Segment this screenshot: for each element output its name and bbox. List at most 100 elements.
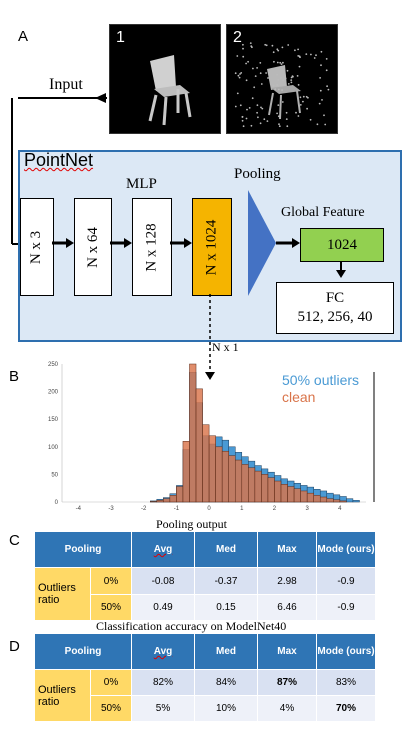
noise-point — [278, 123, 280, 126]
noise-point — [296, 75, 299, 77]
bar-clean — [254, 470, 262, 503]
noise-point — [307, 96, 309, 99]
noise-point — [280, 63, 283, 65]
noise-point — [315, 54, 317, 57]
noise-point — [319, 77, 321, 79]
value-cell: -0.37 — [194, 567, 258, 595]
histogram-chart: 0 50 100 150 200 250 -4 -3 -2 -1 0 1 2 3 4 — [48, 362, 375, 512]
noise-point — [261, 107, 264, 110]
noise-point — [280, 76, 282, 79]
noise-point — [316, 123, 319, 126]
noise-point — [319, 89, 322, 92]
bar-clean — [339, 500, 347, 503]
noise-point — [306, 107, 308, 110]
noise-point — [247, 60, 249, 63]
x-tick-label: -1 — [174, 506, 180, 512]
value-cell-best: 87% — [257, 669, 317, 696]
ratio-cell: 50% — [90, 594, 132, 621]
bar-clean — [202, 424, 210, 503]
global-feature-label: Global Feature — [281, 205, 365, 220]
noise-point — [279, 61, 282, 64]
bar-clean — [208, 435, 216, 503]
noise-point — [277, 49, 280, 52]
layer-box-nx64: N x 64 — [74, 198, 112, 296]
row-group-label: Outliers ratio — [34, 669, 91, 722]
value-cell: 0.49 — [131, 594, 195, 621]
noise-point — [286, 69, 289, 72]
noise-point — [265, 44, 268, 47]
noise-point — [253, 86, 256, 89]
header-mode: Mode (ours) — [316, 531, 376, 568]
bar-clean — [156, 500, 164, 503]
header-pooling: Pooling — [34, 633, 132, 670]
x-tick-label: 4 — [338, 506, 342, 512]
value-cell: 10% — [194, 695, 258, 722]
bar-clean — [267, 477, 275, 503]
noise-point — [282, 79, 285, 82]
noise-point — [251, 97, 254, 100]
noise-point — [260, 106, 262, 109]
noise-point — [267, 77, 269, 79]
noise-point — [277, 79, 280, 81]
noise-point — [254, 75, 257, 77]
noise-point — [276, 112, 278, 115]
value-cell: 82% — [131, 669, 195, 696]
noise-point — [266, 120, 269, 122]
bar-clean — [215, 446, 223, 503]
noise-point — [310, 53, 312, 56]
value-cell: -0.9 — [316, 594, 376, 621]
noise-point — [299, 96, 302, 99]
x-tick-label: 3 — [305, 506, 309, 512]
bar-clean — [221, 450, 229, 503]
noise-point — [281, 101, 284, 103]
bar-clean — [150, 501, 158, 503]
noise-point — [278, 125, 281, 128]
noise-point — [260, 83, 263, 85]
bar-outliers — [346, 498, 354, 503]
pooling-label: Pooling — [234, 166, 281, 182]
chair-image-clean: 1 — [109, 24, 221, 134]
mlp-label: MLP — [126, 176, 157, 192]
pointnet-title: PointNet — [24, 150, 94, 170]
noise-point — [242, 55, 245, 58]
table-d-caption: Classification accuracy on ModelNet40 — [96, 619, 287, 633]
noise-point — [248, 107, 251, 109]
noise-point — [267, 71, 270, 74]
value-cell: -0.9 — [316, 567, 376, 595]
bar-clean — [163, 498, 171, 503]
panel-label-d: D — [9, 638, 20, 655]
noise-point — [277, 104, 280, 106]
value-cell-best: 70% — [316, 695, 376, 722]
noise-point — [281, 89, 283, 91]
noise-point — [239, 73, 241, 75]
panel-label-b: B — [9, 368, 20, 385]
value-cell: 4% — [257, 695, 317, 722]
legend-outliers: 50% outliers — [282, 372, 360, 388]
noise-point — [234, 105, 237, 108]
bar-clean — [182, 441, 190, 503]
noise-point — [277, 115, 280, 118]
noise-point — [285, 111, 288, 114]
legend-clean: clean — [282, 389, 316, 405]
input-label: Input — [49, 76, 83, 93]
noise-point — [257, 116, 259, 119]
noise-point — [250, 124, 253, 127]
header-max: Max — [257, 531, 317, 568]
bar-clean — [241, 464, 249, 503]
noise-point — [290, 81, 293, 84]
value-cell: 2.98 — [257, 567, 317, 595]
bar-clean — [293, 488, 301, 503]
x-tick-label: 1 — [240, 506, 244, 512]
bar-clean — [326, 498, 334, 503]
noise-point — [273, 60, 275, 63]
noise-point — [241, 116, 244, 118]
x-tick-label: -4 — [76, 506, 82, 512]
noise-point — [302, 100, 304, 103]
header-mode: Mode (ours) — [316, 633, 376, 670]
y-tick-label: 200 — [48, 390, 59, 396]
noise-point — [276, 61, 279, 64]
bar-outliers — [352, 500, 360, 503]
bar-clean — [176, 486, 184, 503]
y-tick-label: 150 — [48, 417, 59, 423]
header-avg: Avg — [131, 633, 195, 670]
